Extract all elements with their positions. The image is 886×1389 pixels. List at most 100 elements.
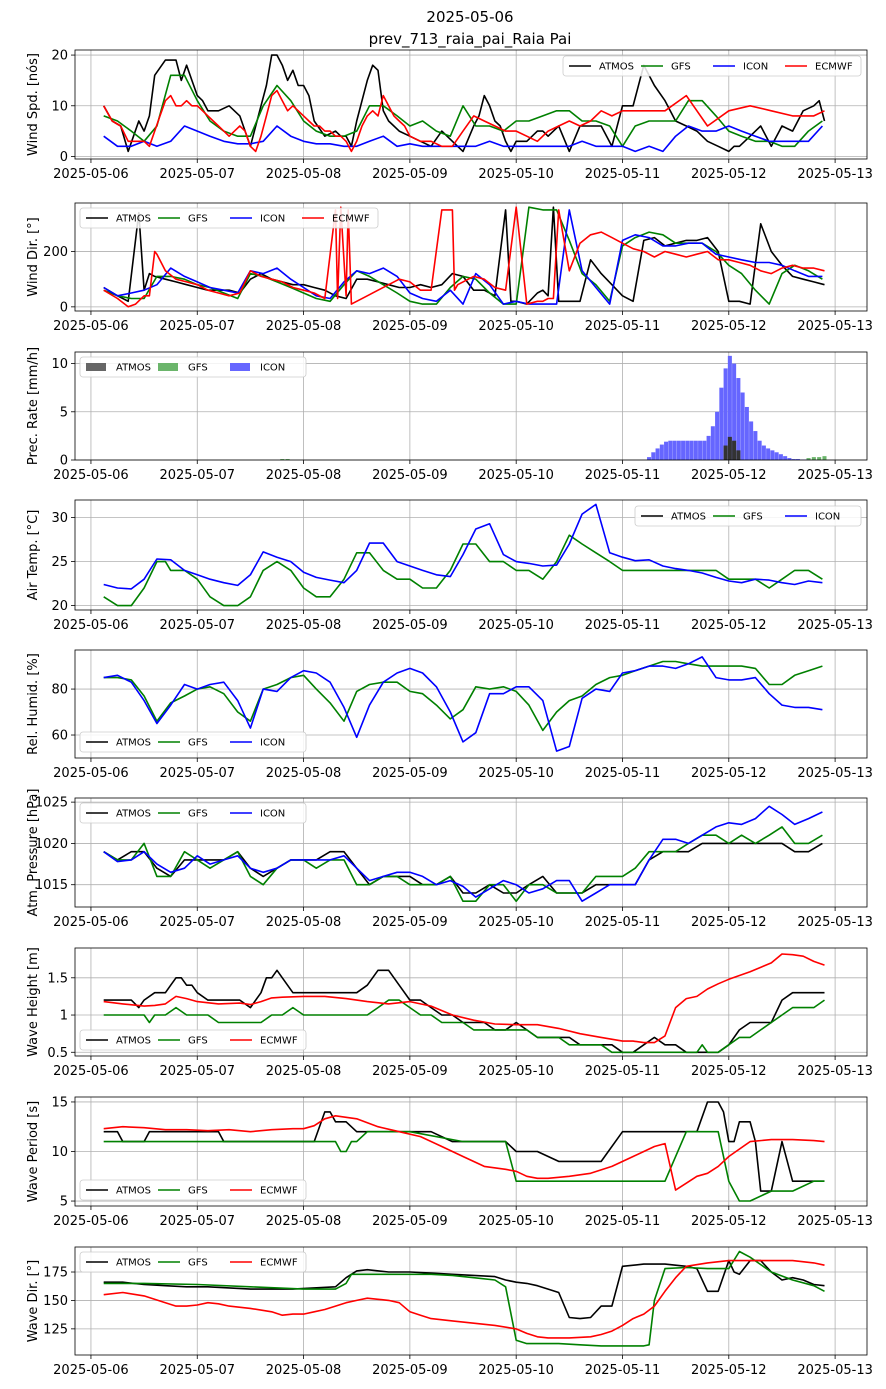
bar bbox=[672, 440, 677, 460]
y-axis-label: Wind Dir. [°] bbox=[26, 217, 41, 297]
bar bbox=[698, 440, 703, 460]
x-tick-label: 2025-05-08 bbox=[266, 1064, 342, 1079]
y-axis-label: Rel. Humid. [%] bbox=[26, 653, 41, 755]
panel-2: 2025-05-06 2025-05-07 2025-05-08 2025-05-09… bbox=[26, 347, 873, 483]
x-tick-label: 2025-05-07 bbox=[159, 915, 235, 930]
axes-frame bbox=[74, 797, 868, 908]
panel-4: 2025-05-06 2025-05-07 2025-05-08 2025-05-09… bbox=[26, 649, 873, 781]
x-tick-label: 2025-05-06 bbox=[53, 1214, 129, 1229]
y-tick-label: 150 bbox=[43, 1294, 68, 1309]
bar bbox=[693, 440, 698, 460]
x-tick-label: 2025-05-07 bbox=[159, 319, 235, 334]
bar bbox=[706, 435, 711, 460]
y-tick-label: 1015 bbox=[35, 878, 68, 893]
x-tick-label: 2025-05-10 bbox=[478, 618, 554, 633]
series-line bbox=[103, 534, 823, 607]
bar bbox=[787, 458, 792, 460]
legend-label: ATMOS bbox=[116, 809, 151, 820]
legend-label: ECMWF bbox=[260, 1036, 298, 1047]
x-tick-label: 2025-05-09 bbox=[372, 167, 448, 182]
legend-box bbox=[634, 505, 862, 527]
x-tick-label: 2025-05-12 bbox=[691, 319, 767, 334]
bar bbox=[719, 387, 724, 460]
series-line bbox=[103, 503, 823, 590]
bar bbox=[647, 457, 652, 460]
plot-area bbox=[103, 54, 826, 153]
x-tick-label: 2025-05-11 bbox=[585, 766, 661, 781]
x-tick-label: 2025-05-08 bbox=[266, 618, 342, 633]
series-line bbox=[103, 656, 823, 752]
bar bbox=[715, 411, 720, 460]
series-line bbox=[103, 1250, 825, 1347]
legend-label: ATMOS bbox=[116, 1186, 151, 1197]
x-tick-label: 2025-05-06 bbox=[53, 915, 129, 930]
x-tick-label: 2025-05-06 bbox=[53, 167, 129, 182]
bar bbox=[753, 431, 758, 460]
y-tick-label: 0 bbox=[60, 300, 68, 315]
x-tick-label: 2025-05-08 bbox=[266, 1363, 342, 1378]
x-tick-label: 2025-05-11 bbox=[585, 167, 661, 182]
y-tick-label: 175 bbox=[43, 1266, 68, 1281]
legend: ATMOS GFS ICON ECMWF bbox=[79, 207, 379, 229]
bar bbox=[770, 450, 775, 460]
x-tick-label: 2025-05-11 bbox=[585, 1363, 661, 1378]
x-tick-label: 2025-05-10 bbox=[478, 1064, 554, 1079]
x-tick-label: 2025-05-12 bbox=[691, 766, 767, 781]
legend-label: ATMOS bbox=[116, 738, 151, 749]
bar bbox=[689, 440, 694, 460]
plot-area bbox=[103, 805, 823, 903]
plot-area bbox=[280, 355, 827, 460]
x-tick-label: 2025-05-08 bbox=[266, 167, 342, 182]
legend-label: ECMWF bbox=[260, 1186, 298, 1197]
y-tick-label: 25 bbox=[51, 555, 68, 570]
axes-frame bbox=[74, 351, 868, 461]
bar bbox=[795, 459, 800, 460]
x-tick-label: 2025-05-10 bbox=[478, 915, 554, 930]
x-tick-label: 2025-05-06 bbox=[53, 766, 129, 781]
bar bbox=[811, 457, 816, 460]
bar bbox=[783, 456, 788, 460]
y-tick-label: 5 bbox=[60, 405, 68, 420]
legend-label: ATMOS bbox=[116, 1036, 151, 1047]
legend: ATMOS GFS ECMWF bbox=[79, 1029, 307, 1051]
legend-label: ICON bbox=[260, 363, 285, 374]
bar bbox=[740, 392, 745, 460]
legend: ATMOS GFS ICON bbox=[79, 356, 307, 378]
series-line bbox=[103, 125, 823, 153]
bar bbox=[727, 436, 732, 460]
legend-label: ICON bbox=[260, 214, 285, 225]
bar bbox=[727, 355, 732, 460]
x-tick-label: 2025-05-06 bbox=[53, 1363, 129, 1378]
x-tick-label: 2025-05-07 bbox=[159, 167, 235, 182]
bar bbox=[806, 458, 811, 460]
series-line bbox=[103, 1101, 825, 1192]
panel-3: 2025-05-06 2025-05-07 2025-05-08 2025-05-09… bbox=[26, 499, 873, 633]
bar bbox=[791, 459, 796, 460]
axes-frame bbox=[74, 1246, 868, 1356]
legend-label: ICON bbox=[815, 512, 840, 523]
bar bbox=[702, 440, 707, 460]
x-tick-label: 2025-05-09 bbox=[372, 1363, 448, 1378]
legend-label: GFS bbox=[188, 1186, 208, 1197]
series-line bbox=[103, 1115, 825, 1191]
plot-area bbox=[103, 206, 825, 308]
y-tick-label: 10 bbox=[51, 357, 68, 372]
x-tick-label: 2025-05-12 bbox=[691, 167, 767, 182]
panel-6: 2025-05-06 2025-05-07 2025-05-08 2025-05-09… bbox=[26, 947, 873, 1079]
x-tick-label: 2025-05-10 bbox=[478, 766, 554, 781]
axes-frame bbox=[74, 1096, 868, 1207]
legend: ATMOS GFS ICON bbox=[79, 802, 307, 824]
legend-label: ATMOS bbox=[116, 214, 151, 225]
y-axis-label: Wave Period [s] bbox=[26, 1101, 41, 1202]
legend-swatch bbox=[158, 363, 178, 371]
x-tick-label: 2025-05-09 bbox=[372, 766, 448, 781]
plot-area bbox=[103, 1250, 825, 1347]
legend: ATMOS GFS ICON bbox=[79, 731, 307, 753]
x-tick-label: 2025-05-13 bbox=[797, 319, 873, 334]
x-tick-label: 2025-05-13 bbox=[797, 167, 873, 182]
x-tick-label: 2025-05-06 bbox=[53, 618, 129, 633]
y-tick-label: 125 bbox=[43, 1322, 68, 1337]
x-tick-label: 2025-05-11 bbox=[585, 1064, 661, 1079]
legend-box bbox=[79, 1179, 307, 1201]
legend-box bbox=[79, 1029, 307, 1051]
